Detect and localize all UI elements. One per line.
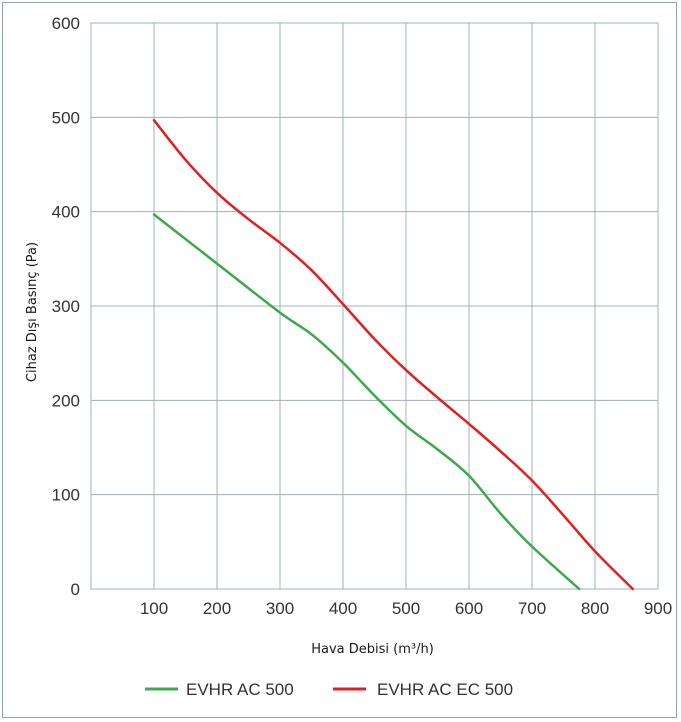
x-tick-label: 800 (581, 599, 609, 618)
legend-label-2: EVHR AC EC 500 (377, 680, 513, 699)
y-tick-label: 400 (52, 203, 80, 222)
x-tick-label: 200 (203, 599, 231, 618)
y-tick-label: 500 (52, 108, 80, 127)
x-tick-label: 300 (266, 599, 294, 618)
series-line-1 (152, 213, 581, 591)
y-tick-label: 300 (52, 297, 80, 316)
series-line-2 (152, 118, 635, 591)
x-axis-label: Hava Debisi (m³/h) (311, 642, 434, 657)
x-tick-label: 900 (644, 599, 672, 618)
y-tick-label: 100 (52, 486, 80, 505)
y-tick-label: 0 (71, 580, 80, 599)
y-tick-label: 600 (52, 14, 80, 33)
x-tick-label: 100 (140, 599, 168, 618)
y-axis-label: Cihaz Dışı Basınç (Pa) (25, 242, 40, 382)
x-tick-label: 400 (329, 599, 357, 618)
x-tick-label: 500 (392, 599, 420, 618)
legend-label-1: EVHR AC 500 (186, 680, 294, 699)
y-tick-label: 200 (52, 391, 80, 410)
x-tick-label: 700 (518, 599, 546, 618)
x-tick-label: 600 (455, 599, 483, 618)
